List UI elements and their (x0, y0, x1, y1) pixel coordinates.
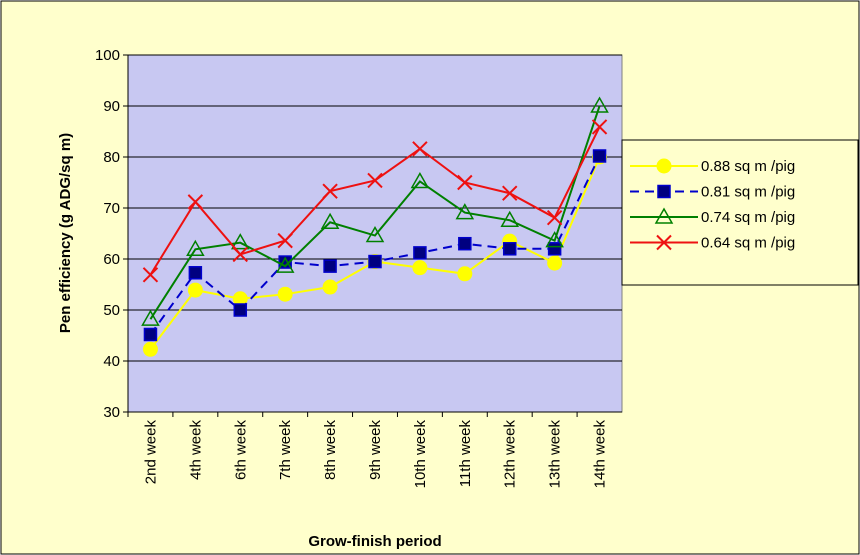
x-tick-label: 8th week (322, 420, 339, 481)
x-tick-label: 10th week (412, 420, 429, 489)
point (365, 226, 385, 243)
point (142, 267, 159, 283)
point (458, 236, 472, 251)
point (232, 246, 248, 263)
x-axis-label: Grow-finish period (308, 533, 441, 550)
y-tick-label: 30 (103, 404, 120, 421)
point (457, 174, 473, 191)
legend-label: 0.88 sq m /pig (701, 158, 795, 175)
point (500, 210, 520, 227)
y-tick-label: 40 (103, 353, 120, 370)
point (277, 286, 293, 302)
point (277, 232, 293, 249)
point (410, 171, 430, 189)
point (230, 233, 250, 250)
point (547, 242, 562, 256)
point (187, 194, 204, 210)
y-tick-label: 100 (95, 47, 120, 64)
point (590, 96, 609, 113)
x-tick-label: 9th week (367, 420, 384, 481)
point (322, 183, 338, 199)
point (413, 246, 427, 260)
x-tick-label: 7th week (277, 420, 294, 481)
point (502, 242, 517, 256)
y-tick-label: 50 (103, 302, 120, 319)
y-tick-label: 60 (103, 251, 120, 268)
point (592, 149, 607, 163)
point (502, 185, 518, 201)
point (141, 309, 160, 326)
legend-label: 0.64 sq m /pig (701, 235, 795, 252)
point (412, 260, 428, 276)
y-tick-label: 90 (103, 98, 120, 115)
point (233, 303, 248, 317)
point (275, 256, 295, 273)
x-tick-label: 13th week (547, 420, 564, 489)
x-tick-label: 14th week (592, 420, 609, 489)
point (457, 266, 473, 282)
point (186, 239, 205, 257)
point (412, 141, 428, 157)
point (367, 172, 383, 189)
point (455, 203, 475, 220)
point (322, 279, 338, 295)
point (320, 212, 340, 230)
point (591, 119, 608, 135)
point (368, 254, 382, 269)
point (654, 207, 674, 224)
point (545, 231, 564, 248)
point (657, 184, 671, 199)
point (547, 255, 563, 271)
point (656, 158, 672, 174)
x-tick-label: 12th week (502, 420, 519, 489)
series-line (149, 105, 601, 320)
y-tick-label: 80 (103, 149, 120, 166)
plot-area (127, 54, 623, 413)
point (323, 259, 337, 273)
y-axis-label: Pen efficiency (g ADG/sq m) (57, 133, 74, 333)
point (546, 209, 563, 226)
point (142, 341, 158, 357)
legend-label: 0.81 sq m /pig (701, 184, 795, 201)
x-tick-label: 6th week (232, 420, 249, 481)
x-tick-label: 11th week (457, 420, 474, 488)
point (187, 282, 203, 298)
point (188, 266, 203, 280)
point (656, 234, 672, 251)
y-tick-label: 70 (103, 200, 120, 217)
x-tick-label: 2nd week (142, 420, 159, 485)
point (143, 327, 158, 342)
legend-label: 0.74 sq m /pig (701, 209, 795, 226)
x-tick-label: 4th week (187, 420, 204, 481)
